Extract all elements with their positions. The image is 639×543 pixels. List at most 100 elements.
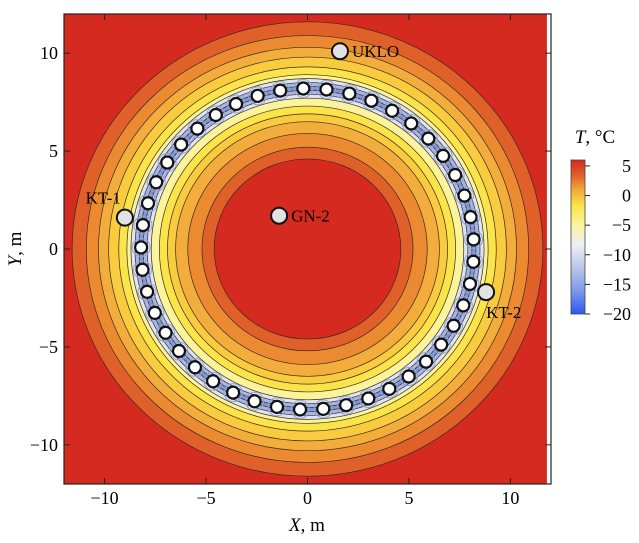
colorbar-tick-label: −20 (603, 304, 631, 324)
pipe-halo (445, 165, 465, 185)
pipe-halo (131, 237, 151, 257)
well-label-kt-1: KT-1 (86, 189, 121, 208)
freezing-pipe (466, 232, 481, 247)
colorbar-scale (570, 159, 586, 315)
plot-area (64, 14, 551, 484)
colorbar-tick-label: −10 (603, 245, 631, 265)
freezing-pipe (208, 107, 223, 123)
freezing-pipe (292, 402, 308, 417)
pipe-halo (379, 379, 399, 399)
freezing-pipe (160, 155, 175, 170)
pipe-halo (187, 119, 207, 139)
pipe-halo (270, 81, 290, 101)
freezing-pipe (339, 398, 354, 413)
pipe-halo (399, 367, 419, 387)
freezing-pipe (421, 131, 436, 146)
freezing-pipe (434, 337, 449, 352)
colorbar-tick-label: 0 (622, 186, 631, 206)
pipe-halo (145, 303, 165, 323)
freezing-pipe (173, 137, 189, 152)
x-axis-label: X, m (288, 515, 325, 536)
freezing-pipe (466, 254, 481, 269)
pipe-halo (463, 252, 483, 272)
y-tick-label: 10 (40, 43, 58, 63)
colorbar-tick-label: 5 (622, 156, 631, 176)
freezing-pipe (273, 83, 288, 98)
pipe-halo (336, 395, 356, 415)
pipe-halo (358, 388, 378, 408)
freezing-pipe (134, 240, 149, 255)
pipe-halo (418, 129, 438, 149)
pipe-halo (361, 91, 381, 111)
pipe-halo (454, 186, 474, 206)
freezing-pipe (435, 148, 451, 163)
freezing-pipe (269, 399, 285, 414)
freezing-pipe (342, 86, 357, 101)
freezing-pipe (316, 401, 331, 416)
freezing-pipe (147, 305, 162, 320)
pipe-halo (203, 371, 223, 391)
well-marker-kt-2 (477, 283, 496, 302)
pipe-halo (382, 101, 402, 121)
x-tick-label: 5 (404, 488, 413, 508)
pipe-halo (293, 78, 313, 98)
pipe-halo (464, 229, 484, 249)
colorbar: T, °C 5 0 −5 −10 −15 −20 (570, 127, 631, 324)
pipe-halo (185, 357, 205, 377)
pipe-halo (460, 274, 480, 294)
pipe-halo (138, 193, 158, 213)
freezing-pipe (457, 188, 472, 203)
freezing-pipe (190, 121, 205, 136)
freezing-pipe (361, 391, 376, 406)
freezing-pipe (135, 262, 150, 277)
freezing-pipes (131, 78, 484, 419)
freezing-pipe (171, 343, 187, 359)
pipe-halo (433, 146, 453, 166)
x-tick-label: 0 (303, 488, 312, 508)
well-label-kt-2: KT-2 (486, 303, 521, 322)
y-axis-label: Y, m (5, 231, 26, 266)
pipe-halo (206, 105, 226, 125)
wells-layer: UKLO GN-2 KT-1 KT-2 (86, 42, 521, 322)
y-tick-label: 0 (49, 239, 58, 259)
pipe-halo (169, 341, 189, 361)
well-marker-gn-2 (270, 206, 289, 225)
freezing-pipe (225, 385, 241, 400)
freezing-pipe (456, 298, 471, 313)
freezing-pipe (319, 82, 334, 97)
pipe-halo (133, 215, 153, 235)
pipe-halo (339, 84, 359, 104)
pipe-halo (313, 399, 333, 419)
pipe-halo (267, 397, 287, 417)
freezing-pipe (250, 88, 265, 103)
well-label-gn-2: GN-2 (291, 207, 330, 226)
freezing-pipe (462, 276, 478, 292)
pipe-halo (317, 79, 337, 99)
pipe-halo (137, 282, 157, 302)
freezing-pipe (247, 394, 262, 409)
y-tick-label: −5 (39, 337, 58, 357)
freezing-pipe (401, 369, 416, 384)
pipe-halo (245, 391, 265, 411)
freezing-pipe (446, 318, 461, 333)
colorbar-tick-label: −15 (603, 274, 631, 294)
pipe-halo (156, 323, 176, 343)
freezing-pipe (140, 196, 156, 211)
pipe-halo (290, 399, 310, 419)
pipe-halo (461, 207, 481, 227)
freezing-pipe (135, 217, 151, 233)
pipe-halo (171, 135, 191, 155)
well-marker-kt-1 (115, 208, 134, 227)
freezing-pipe (149, 175, 164, 190)
pipe-halo (226, 94, 246, 114)
colorbar-title: T, °C (575, 127, 615, 148)
freezing-pipe (158, 325, 173, 340)
freezing-pipe (418, 354, 434, 369)
freezing-pipe (364, 93, 379, 108)
pipe-halo (444, 316, 464, 336)
pipe-halo (431, 335, 451, 355)
y-tick-label: −10 (30, 435, 58, 455)
freezing-pipe (385, 103, 400, 118)
freezing-pipe (463, 210, 478, 225)
